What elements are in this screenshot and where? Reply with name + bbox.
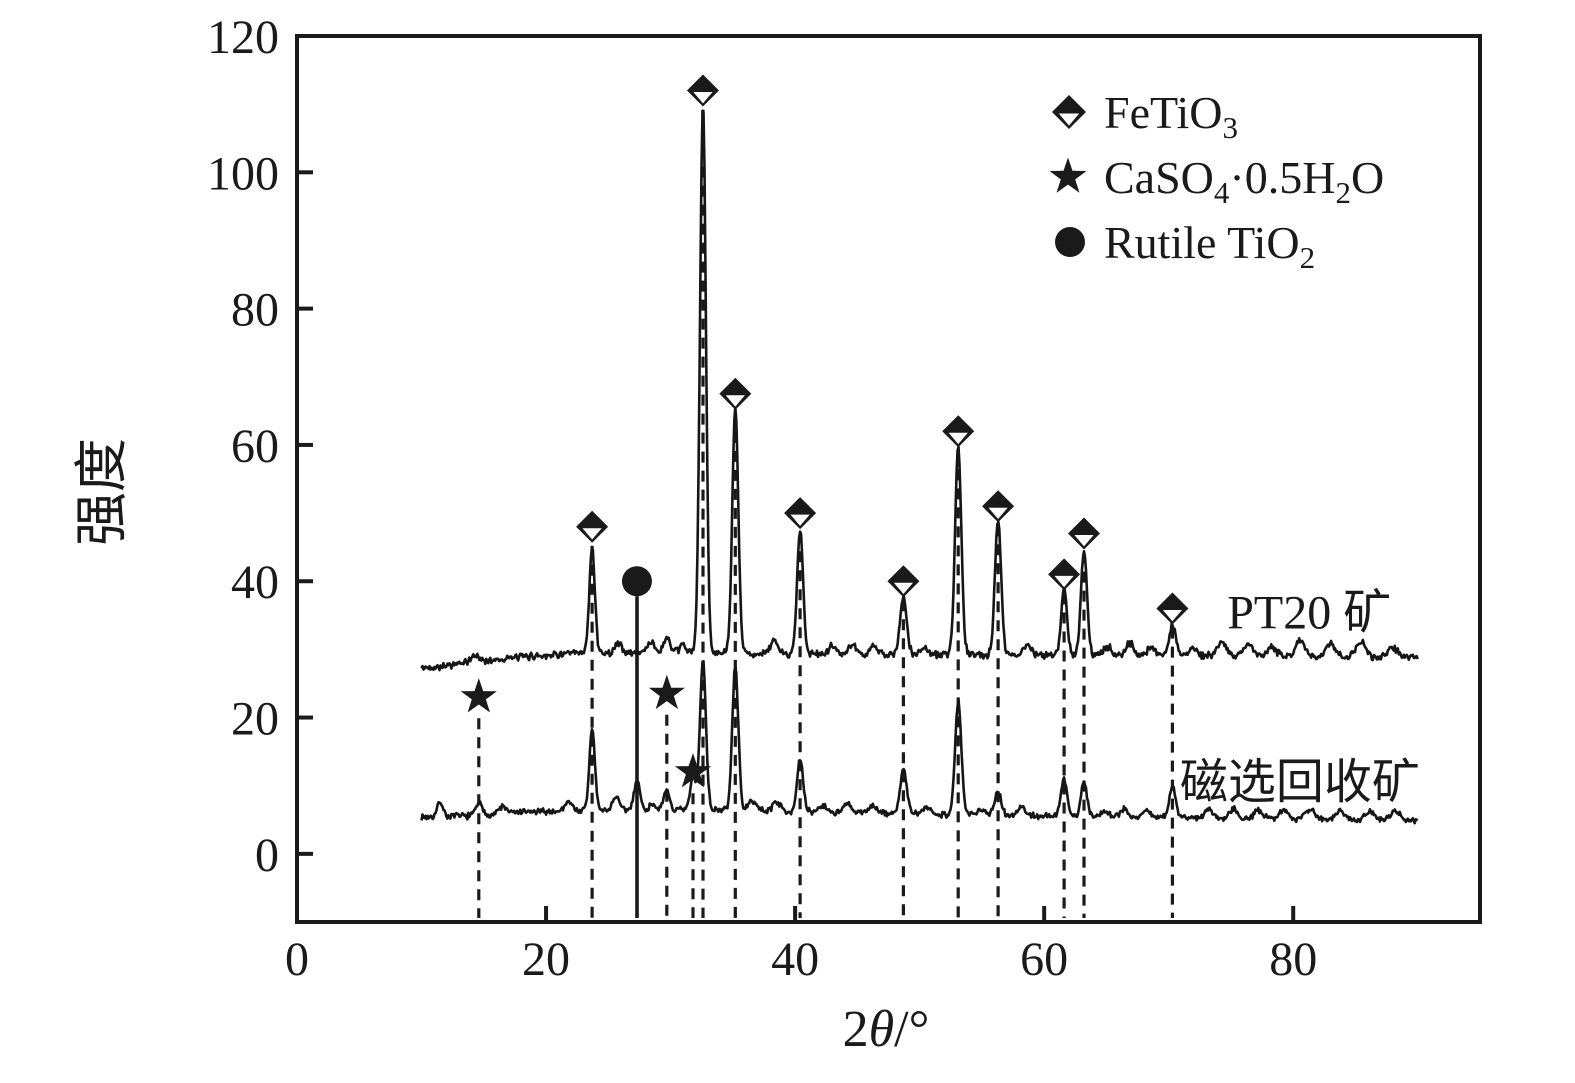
legend-label: FeTiO3​ [1104, 87, 1238, 145]
y-axis-title: 强度 [72, 438, 132, 546]
y-tick-label: 0 [255, 829, 279, 882]
fetio3-diamond-marker [576, 510, 609, 543]
label-magnetic-recovered-ore: 磁选回收矿 [1180, 756, 1420, 809]
fetio3-diamond-marker [887, 565, 920, 598]
phase-markers [460, 74, 1189, 788]
y-tick-label: 80 [231, 284, 279, 337]
caso4-star-marker [648, 674, 685, 710]
rutile-circle-marker [621, 566, 652, 597]
x-tick-label: 80 [1269, 933, 1317, 986]
fetio3-diamond-marker [719, 377, 752, 410]
axes: 0 20 40 60 80 0 20 40 60 80 100 120 强度 2θ/° [72, 11, 1482, 1058]
x-tick-label: 40 [771, 933, 819, 986]
circle-icon [1055, 227, 1085, 257]
y-tick-label: 20 [231, 693, 279, 746]
x-axis-title: 2θ/° [843, 1001, 930, 1058]
fetio3-diamond-marker [1068, 517, 1101, 550]
trace-pt20 [420, 109, 1419, 672]
y-tick-label: 120 [207, 11, 279, 64]
fetio3-diamond-marker [942, 415, 975, 448]
x-tick-label: 20 [522, 933, 570, 986]
x-tick-label: 0 [285, 933, 309, 986]
fetio3-diamond-marker [982, 490, 1015, 523]
star-icon [1049, 157, 1087, 193]
y-tick-label: 40 [231, 556, 279, 609]
fetio3-diamond-marker [1048, 558, 1081, 591]
legend-label: CaSO4​·0.5H2​O [1104, 152, 1384, 210]
fetio3-diamond-marker [784, 497, 817, 530]
fetio3-diamond-marker [1156, 592, 1189, 625]
diffraction-traces [420, 109, 1419, 825]
legend-label: Rutile TiO2​ [1104, 217, 1315, 275]
peak-reference-lines [477, 109, 1175, 918]
caso4-star-marker [674, 753, 712, 788]
fetio3-diamond-marker [686, 74, 719, 107]
legend: FeTiO3​ CaSO4​·0.5H2​O Rutile TiO2​ [1049, 87, 1384, 275]
y-tick-label: 60 [231, 420, 279, 473]
x-tick-label: 60 [1020, 933, 1068, 986]
caso4-star-marker [460, 678, 497, 713]
label-pt20-ore: PT20 矿 [1227, 586, 1391, 639]
y-tick-label: 100 [207, 147, 279, 200]
trace-magnetic-recovered [420, 659, 1419, 825]
plot-border [295, 34, 1482, 924]
half-diamond-icon [1052, 95, 1086, 129]
